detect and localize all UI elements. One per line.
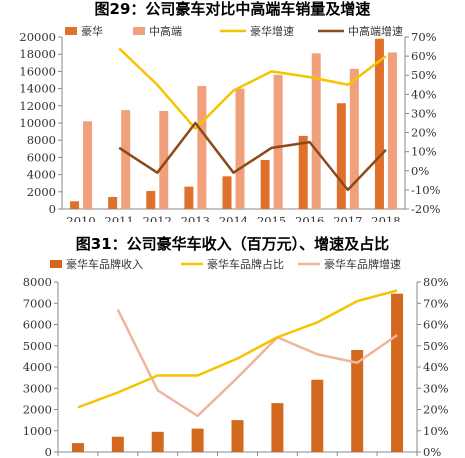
- bar-luxury: [146, 190, 156, 209]
- bar-revenue: [311, 379, 324, 452]
- legend-label: 豪华增速: [250, 24, 294, 38]
- x-tick-label: 2015: [257, 214, 286, 222]
- y-tick-label-right: 10%: [411, 145, 437, 159]
- bar-revenue: [231, 420, 244, 452]
- chart1-title: 图29：公司豪车对比中高端车销量及增速: [94, 0, 371, 18]
- x-tick-label: 2011: [105, 214, 134, 222]
- x-tick-label: 2017: [333, 214, 362, 222]
- y-tick-label-right: 50%: [411, 68, 437, 82]
- x-tick-label: 2010: [66, 214, 95, 222]
- y-tick-label-right: 20%: [411, 126, 437, 140]
- bar-midhigh: [349, 68, 359, 209]
- bar-revenue: [351, 350, 364, 452]
- x-tick-label: 2014: [219, 214, 248, 222]
- bar-midhigh: [311, 53, 321, 210]
- y-tick-label-left: 16000: [19, 64, 56, 78]
- y-tick-label-left: 3000: [23, 381, 52, 395]
- bar-luxury: [108, 196, 118, 209]
- bar-midhigh: [387, 52, 397, 210]
- bar-luxury: [260, 159, 270, 209]
- y-tick-label-left: 18000: [19, 47, 56, 61]
- y-tick-label-right: 20%: [423, 403, 449, 417]
- bar-luxury: [184, 186, 194, 209]
- line-growth: [116, 309, 398, 418]
- bar-luxury: [222, 176, 232, 209]
- bar-revenue: [151, 431, 164, 452]
- bar-midhigh: [235, 88, 245, 209]
- y-tick-label-left: 8000: [27, 133, 56, 147]
- y-tick-label-right: -20%: [411, 202, 441, 216]
- y-tick-label-left: 14000: [19, 82, 56, 96]
- chart2-title: 图31：公司豪华车收入（百万元）、增速及占比: [75, 235, 390, 253]
- y-tick-label-left: 8000: [23, 275, 52, 289]
- legend-label: 豪华车品牌占比: [207, 257, 284, 271]
- y-tick-label-right: 70%: [423, 296, 449, 310]
- bar-revenue: [191, 428, 204, 452]
- bar-luxury: [70, 201, 80, 209]
- legend-label: 豪华: [81, 24, 103, 38]
- legend-label: 豪华车品牌增速: [324, 257, 401, 271]
- legend-swatch: [50, 260, 62, 268]
- y-tick-label-right: 0%: [411, 164, 429, 178]
- y-tick-label-left: 6000: [27, 150, 56, 164]
- legend-label: 中高端增速: [348, 24, 403, 38]
- legend-swatch: [133, 27, 145, 35]
- y-tick-label-right: 80%: [423, 275, 449, 289]
- y-tick-label-left: 1000: [23, 424, 52, 438]
- x-tick-label: 2012: [143, 214, 172, 222]
- legend-swatch: [65, 27, 77, 35]
- line-midhigh-growth: [118, 121, 387, 192]
- y-tick-label-left: 12000: [19, 99, 56, 113]
- line-share: [77, 289, 398, 409]
- bar-midhigh: [273, 74, 283, 209]
- bar-revenue: [391, 293, 404, 452]
- y-tick-label-left: 4000: [23, 360, 52, 374]
- y-tick-label-right: 50%: [423, 339, 449, 353]
- bar-midhigh: [197, 86, 207, 209]
- chart2-svg: 豪华车品牌收入 豪华车品牌占比 豪华车品牌增速 0 1000 2000 3000 4000 50…: [23, 257, 449, 458]
- x-tick-label: 2018: [371, 214, 400, 222]
- bar-luxury: [336, 103, 346, 209]
- chart1-svg: 豪华 中高端 豪华增速 中高端增速 0 2000 4000 6000 8000 10000 1200…: [19, 24, 441, 222]
- bar-revenue: [271, 403, 284, 452]
- y-tick-label-left: 5000: [23, 339, 52, 353]
- bar-midhigh: [121, 110, 131, 209]
- y-tick-label-right: 70%: [411, 30, 437, 44]
- y-tick-label-left: 2000: [27, 185, 56, 199]
- y-tick-label-left: 4000: [27, 168, 56, 182]
- bar-midhigh: [83, 121, 93, 209]
- y-tick-label-right: 40%: [423, 360, 449, 374]
- y-tick-label-right: -10%: [411, 183, 441, 197]
- y-tick-label-left: 10000: [19, 116, 56, 130]
- bar-midhigh: [159, 110, 169, 209]
- y-tick-label-right: 60%: [411, 49, 437, 63]
- y-tick-label-left: 20000: [19, 30, 56, 44]
- x-tick-label: 2016: [295, 214, 324, 222]
- y-tick-label-left: 0: [49, 202, 56, 216]
- bar-revenue: [71, 443, 84, 452]
- bar-revenue: [111, 436, 124, 452]
- y-tick-label-left: 0: [45, 445, 52, 458]
- y-tick-label-left: 6000: [23, 318, 52, 332]
- legend-label: 豪华车品牌收入: [66, 257, 143, 271]
- y-tick-label-left: 7000: [23, 296, 52, 310]
- line-luxury-growth: [118, 47, 387, 130]
- y-tick-label-right: 60%: [423, 318, 449, 332]
- y-tick-label-right: 30%: [411, 106, 437, 120]
- legend-label: 中高端: [149, 24, 182, 38]
- bar-luxury: [374, 38, 384, 209]
- y-tick-label-left: 2000: [23, 403, 52, 417]
- y-tick-label-right: 0%: [423, 445, 441, 458]
- y-tick-label-right: 30%: [423, 381, 449, 395]
- bar-luxury: [298, 135, 308, 209]
- x-tick-label: 2013: [181, 214, 210, 222]
- y-tick-label-right: 10%: [423, 424, 449, 438]
- y-tick-label-right: 40%: [411, 87, 437, 101]
